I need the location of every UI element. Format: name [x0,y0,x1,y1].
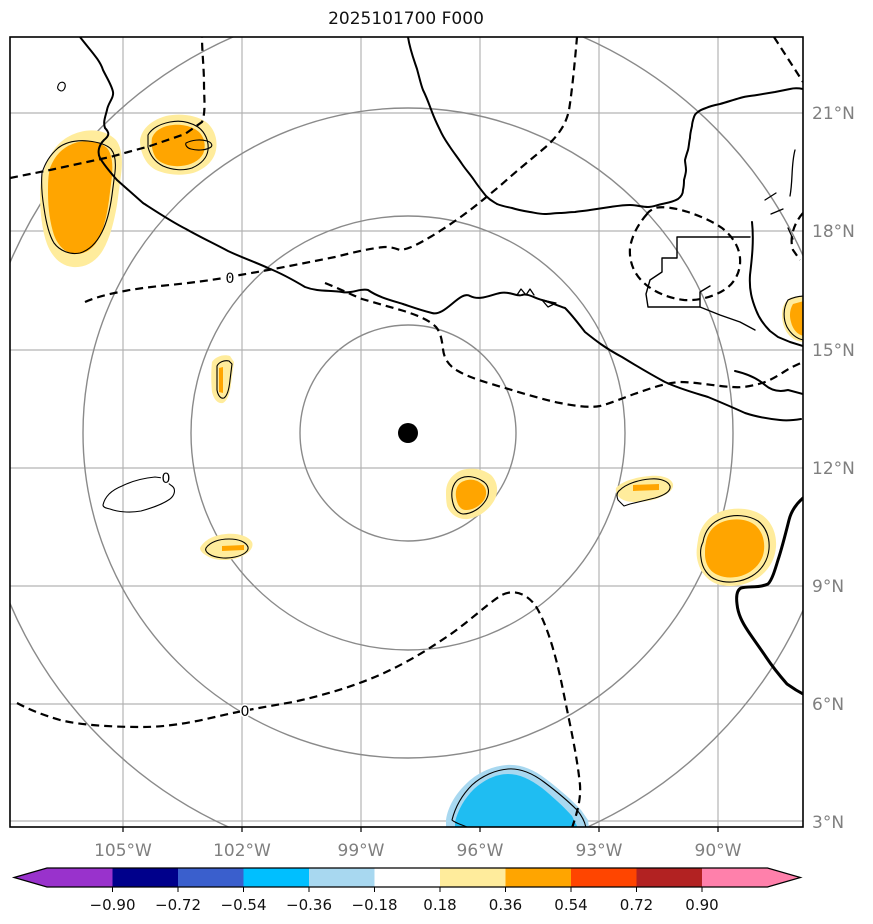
border-guatemala [645,236,751,308]
colorbar-segment [112,868,178,887]
lat-label: 9°N [812,577,844,597]
lon-label: 96°W [457,841,504,861]
x-axis-labels: 105°W 102°W 99°W 96°W 93°W 90°W [94,841,742,861]
colorbar-tick-label: −0.90 [90,896,136,914]
solid-contours [41,81,803,827]
colorbar-tick-label: 0.54 [554,896,587,914]
colorbar-tick-label: −0.54 [221,896,267,914]
colorbar-segment [374,868,440,887]
zero-contour-label: 0 [226,271,235,287]
lon-label: 99°W [338,841,385,861]
grid-lines [10,37,803,827]
coast-belize [748,221,803,347]
y-axis-labels: 21°N 18°N 15°N 12°N 9°N 6°N 3°N [812,104,855,833]
lagoon-squiggle [516,288,557,308]
page-title: 2025101700 F000 [328,9,484,29]
zero-contour-label: 0 [162,471,171,487]
coastlines [79,37,803,696]
coast-mexico-pacific [79,37,802,422]
colorbar-segment [178,868,244,887]
zero-contour-label: 0 [241,704,250,720]
colorbar-ticks [112,887,703,892]
x-axis-ticks [122,827,719,832]
lon-label: 90°W [695,841,742,861]
dashed-contours [10,37,803,827]
colorbar-segment [505,868,571,887]
lon-label: 93°W [576,841,623,861]
border-honduras [699,306,756,331]
lat-label: 21°N [812,104,855,124]
colorbar-tick-label: 0.72 [620,896,653,914]
colorbar-segment [571,868,637,887]
colorbar-segment [243,868,309,887]
colorbar-segment [309,868,375,887]
colorbar-outline [11,867,803,888]
colorbar-tick-label: 0.90 [685,896,718,914]
lat-label: 6°N [812,695,844,715]
colorbar-tick-label: −0.18 [352,896,398,914]
colorbar-tick-label: −0.36 [286,896,332,914]
lat-label: 15°N [812,341,855,361]
colorbar-left-arrow [14,868,47,887]
colorbar-segment [47,868,113,887]
colorbar-segment [636,868,702,887]
colorbar-segment [702,868,768,887]
coast-gulf-yucatan [407,37,803,215]
colorbar-right-arrow [767,868,801,887]
colorbar-segment [440,868,506,887]
colorbar-tick-label: 0.18 [423,896,456,914]
lat-label: 12°N [812,459,855,479]
storm-center-marker [398,423,418,443]
shaded-negative-core [455,774,578,827]
range-rings [10,37,803,827]
lat-label: 3°N [812,813,844,833]
plot-border [9,36,804,828]
coast-central-america [735,496,803,696]
coast-honduras-north [734,370,803,395]
shaded-positive-cores [48,124,803,578]
colorbar-tick-label: 0.36 [489,896,522,914]
lat-label: 18°N [812,222,855,242]
islands-ne [764,149,796,240]
colorbar: −0.90 −0.72 −0.54 −0.36 −0.18 0.18 0.36 … [11,867,803,914]
colorbar-tick-label: −0.72 [155,896,201,914]
lon-label: 105°W [94,841,152,861]
lon-label: 102°W [213,841,271,861]
colorbar-tick-labels: −0.90 −0.72 −0.54 −0.36 −0.18 0.18 0.36 … [90,896,719,914]
